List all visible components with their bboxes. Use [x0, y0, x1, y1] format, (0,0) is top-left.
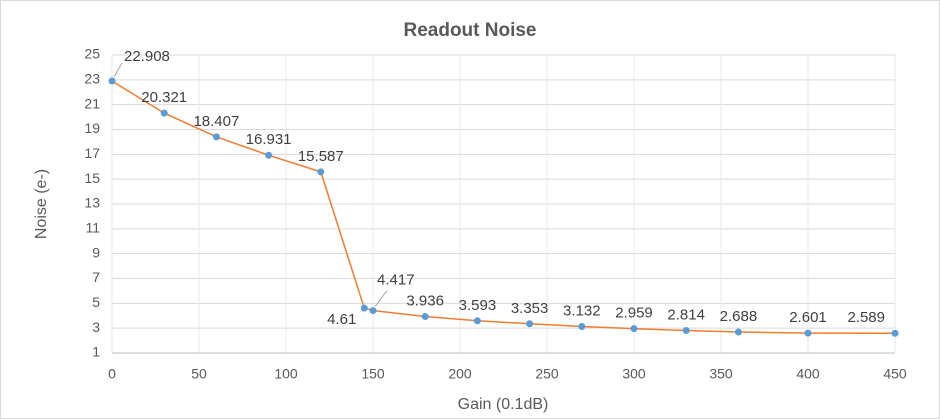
y-tick-label: 1 [92, 344, 100, 360]
y-tick-label: 19 [84, 120, 100, 136]
data-label: 22.908 [124, 48, 170, 65]
marker [804, 329, 812, 337]
data-label: 18.407 [193, 113, 239, 130]
marker [682, 326, 690, 334]
y-tick-label: 25 [84, 46, 100, 62]
marker [421, 313, 429, 321]
marker [734, 328, 742, 336]
data-label: 3.936 [406, 293, 444, 310]
x-tick-label: 350 [709, 366, 733, 382]
data-label: 4.61 [327, 311, 356, 328]
marker [317, 168, 325, 176]
marker [473, 317, 481, 325]
data-label: 3.593 [459, 297, 497, 314]
marker [891, 329, 899, 337]
x-tick-label: 300 [622, 366, 646, 382]
data-label: 2.601 [789, 309, 827, 326]
data-label: 2.688 [720, 308, 758, 325]
data-label: 2.959 [615, 305, 653, 322]
data-label: 3.353 [511, 300, 549, 317]
marker [526, 320, 534, 328]
x-tick-label: 250 [535, 366, 559, 382]
data-label: 3.132 [563, 302, 601, 319]
leader-line [113, 62, 123, 78]
line [111, 80, 896, 335]
chart-title: Readout Noise [403, 20, 536, 41]
marker [160, 109, 168, 117]
y-tick-label: 11 [85, 220, 100, 236]
marker [369, 307, 377, 315]
x-axis-label: Gain (0.1dB) [458, 396, 549, 413]
y-tick-label: 9 [92, 244, 100, 260]
y-tick-label: 3 [92, 319, 100, 335]
y-tick-label: 21 [84, 95, 100, 111]
marker [108, 77, 116, 85]
data-label: 16.931 [246, 131, 292, 148]
y-tick-label: 23 [84, 71, 100, 87]
marker [360, 304, 368, 312]
y-tick-label: 17 [84, 145, 100, 161]
marker [212, 133, 220, 141]
marker [630, 325, 638, 333]
data-label: 2.589 [847, 309, 885, 326]
x-tick-label: 100 [274, 366, 298, 382]
data-label: 15.587 [298, 148, 344, 165]
x-tick-label: 50 [191, 366, 207, 382]
x-tick-label: 150 [361, 366, 385, 382]
y-tick-label: 13 [84, 195, 100, 211]
marker [578, 323, 586, 331]
data-label: 4.417 [377, 272, 415, 289]
x-tick-label: 0 [108, 366, 116, 382]
x-tick-label: 400 [796, 366, 820, 382]
leader-line [374, 290, 388, 307]
y-tick-label: 15 [84, 170, 100, 186]
x-tick-label: 200 [448, 366, 472, 382]
data-label: 20.321 [141, 89, 187, 106]
y-tick-label: 7 [92, 269, 100, 285]
data-label: 2.814 [667, 306, 705, 323]
x-tick-label: 450 [883, 366, 907, 382]
y-axis-label: Noise (e-) [33, 169, 50, 239]
y-tick-label: 5 [92, 294, 100, 310]
marker [265, 151, 273, 159]
